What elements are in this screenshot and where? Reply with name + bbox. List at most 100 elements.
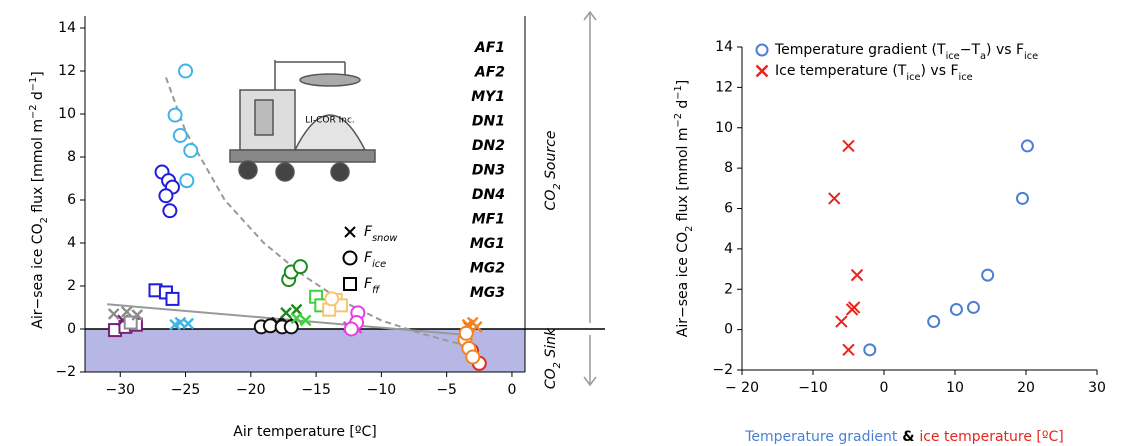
- text-part: Source: [543, 131, 559, 184]
- x-tick-label: −20: [236, 382, 266, 398]
- subscript: 2: [39, 217, 50, 223]
- x-tick-label: −10: [367, 382, 397, 398]
- x-tick-label: 0: [507, 382, 516, 398]
- legend-label: Temperature gradient (Tice−Ta) vs Fice: [774, 42, 1038, 62]
- text-part: Air−sea ice CO: [30, 223, 46, 328]
- y-tick-label: 4: [67, 235, 76, 251]
- y-tick-label: 6: [67, 192, 76, 208]
- text-part: Air−sea ice CO: [675, 232, 691, 337]
- cross-marker: [828, 192, 841, 205]
- circle-marker: [981, 268, 995, 282]
- x-tick-label: 10: [946, 380, 964, 396]
- text-part: [ºC]: [1032, 429, 1064, 445]
- text-part: ]: [675, 80, 691, 85]
- instrument-base: [229, 149, 376, 163]
- instrument-disc: [299, 73, 361, 87]
- legend-label: Ice temperature (Tice) vs Fice: [775, 63, 973, 83]
- cross-marker: [835, 315, 848, 328]
- instrument-wheel: [238, 160, 258, 180]
- cross-marker: [107, 308, 120, 320]
- legend-label: DN2: [472, 138, 505, 154]
- instrument-wheel: [330, 162, 350, 182]
- circle-marker: [167, 107, 183, 123]
- subscript: ice: [372, 259, 386, 270]
- x-axis-label: Temperature gradient & ice temperature […: [744, 429, 1063, 445]
- text-part: &: [897, 429, 919, 445]
- y-axis-label: Air−sea ice CO2 flux [mmol m−2 d−1]: [28, 71, 50, 328]
- circle-marker: [162, 203, 178, 219]
- cross-marker: [299, 314, 312, 327]
- text-part: Temperature gradient (T: [774, 42, 946, 58]
- text-part: ]: [30, 71, 46, 76]
- subscript: ice: [1024, 51, 1038, 62]
- cross-marker: [344, 226, 356, 238]
- subscript: ff: [372, 285, 380, 296]
- cross-marker: [470, 321, 483, 333]
- y-tick-label: 2: [724, 281, 733, 297]
- text-part: ) vs F: [986, 42, 1024, 58]
- y-tick-label: 14: [715, 39, 733, 55]
- instrument-panel: [254, 99, 274, 136]
- text-part: F: [364, 276, 373, 292]
- instrument-sketch: [229, 60, 376, 182]
- source-arrow-head: [583, 10, 597, 21]
- legend-label: DN3: [472, 163, 505, 179]
- x-tick-label: 30: [1088, 380, 1106, 396]
- instrument-label: LI-COR Inc.: [305, 116, 355, 126]
- circle-marker: [172, 128, 188, 143]
- square-marker: [343, 277, 357, 291]
- legend-label: MG3: [470, 285, 505, 301]
- superscript: −1: [28, 77, 39, 91]
- y-tick-label: 10: [58, 106, 76, 122]
- sink-label: CO2 Sink: [543, 327, 563, 389]
- superscript: −1: [673, 85, 684, 99]
- text-part: Temperature gradient: [744, 429, 898, 445]
- circle-marker: [1015, 191, 1029, 205]
- circle-marker: [342, 250, 358, 266]
- text-part: CO: [543, 190, 559, 211]
- circle-marker: [183, 143, 199, 159]
- cross-marker: [842, 343, 855, 357]
- circle-marker: [158, 188, 174, 204]
- legend-label: MG2: [470, 261, 505, 277]
- cross-marker: [120, 305, 133, 318]
- circle-marker: [283, 319, 299, 335]
- instrument-wheel: [275, 162, 295, 182]
- y-tick-label: 4: [724, 241, 733, 257]
- sink-arrow-head: [583, 376, 597, 387]
- cross-marker: [290, 303, 303, 316]
- circle-marker: [178, 63, 194, 79]
- y-tick-label: 8: [67, 149, 76, 165]
- text-part: F: [364, 250, 373, 266]
- text-part: ) vs F: [921, 63, 959, 79]
- y-tick-label: −2: [712, 362, 733, 378]
- subscript: ice: [959, 72, 973, 83]
- circle-marker: [863, 343, 877, 357]
- circle-marker: [927, 315, 941, 329]
- circle-marker: [343, 321, 359, 337]
- cross-marker: [131, 309, 144, 321]
- text-part: d: [30, 91, 46, 104]
- y-tick-label: −2: [55, 364, 76, 380]
- subscript: 2: [552, 362, 563, 368]
- marker-legend-label: Fff: [364, 276, 380, 296]
- y-tick-label: 8: [724, 160, 733, 176]
- legend-label: MY1: [471, 89, 505, 105]
- y-tick-label: 6: [724, 201, 733, 217]
- marker-legend-label: Fsnow: [364, 224, 398, 244]
- text-part: flux [mmol m: [30, 119, 46, 217]
- circle-marker: [949, 302, 963, 316]
- circle-marker: [324, 291, 340, 307]
- circle-marker: [465, 349, 481, 365]
- subscript: ice: [946, 51, 960, 62]
- cross-marker: [842, 139, 855, 153]
- y-tick-label: 10: [715, 120, 733, 136]
- text-part: −T: [960, 42, 981, 58]
- instrument-dome: [293, 114, 367, 151]
- subscript: 2: [552, 183, 563, 189]
- x-tick-label: 0: [880, 380, 889, 396]
- y-tick-label: 14: [58, 20, 76, 36]
- x-tick-label: −30: [105, 382, 135, 398]
